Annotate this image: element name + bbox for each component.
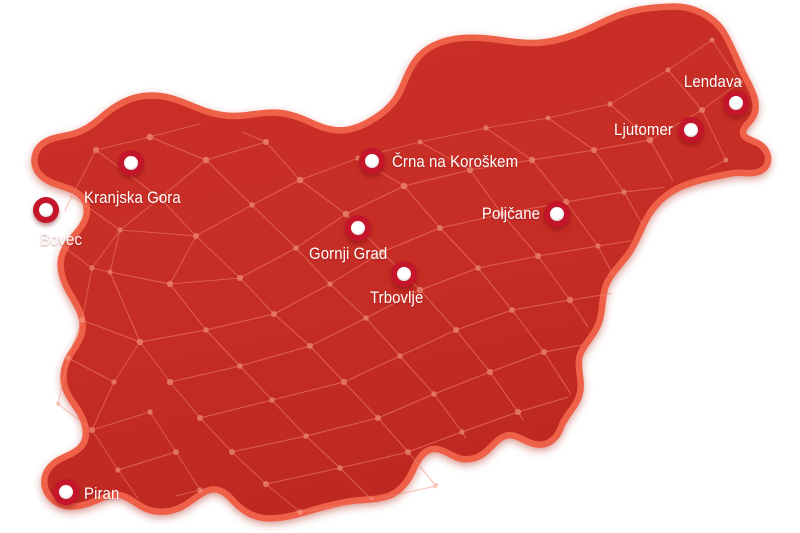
city-marker-gornji-grad[interactable]	[345, 215, 371, 241]
city-label-poljcane: Poljčane	[481, 204, 540, 223]
city-marker-crna-na-koroskem[interactable]	[359, 148, 385, 174]
city-label-gornji-grad: Gornji Grad	[309, 244, 388, 263]
city-marker-trbovlje[interactable]	[391, 261, 417, 287]
city-marker-ljutomer[interactable]	[678, 117, 704, 143]
city-label-trbovlje: Trbovlje	[370, 288, 424, 307]
city-label-bovec: Bovec	[40, 230, 83, 249]
city-marker-bovec[interactable]	[33, 197, 59, 223]
city-label-crna-na-koroskem: Črna na Koroškem	[392, 152, 519, 171]
city-marker-piran[interactable]	[53, 479, 79, 505]
city-label-kranjska-gora: Kranjska Gora	[84, 188, 181, 207]
city-label-lendava: Lendava	[683, 72, 742, 91]
city-marker-kranjska-gora[interactable]	[118, 150, 144, 176]
city-label-piran: Piran	[84, 484, 120, 503]
city-marker-lendava[interactable]	[723, 90, 749, 116]
city-label-ljutomer: Ljutomer	[614, 120, 673, 139]
city-marker-poljcane[interactable]	[544, 201, 570, 227]
